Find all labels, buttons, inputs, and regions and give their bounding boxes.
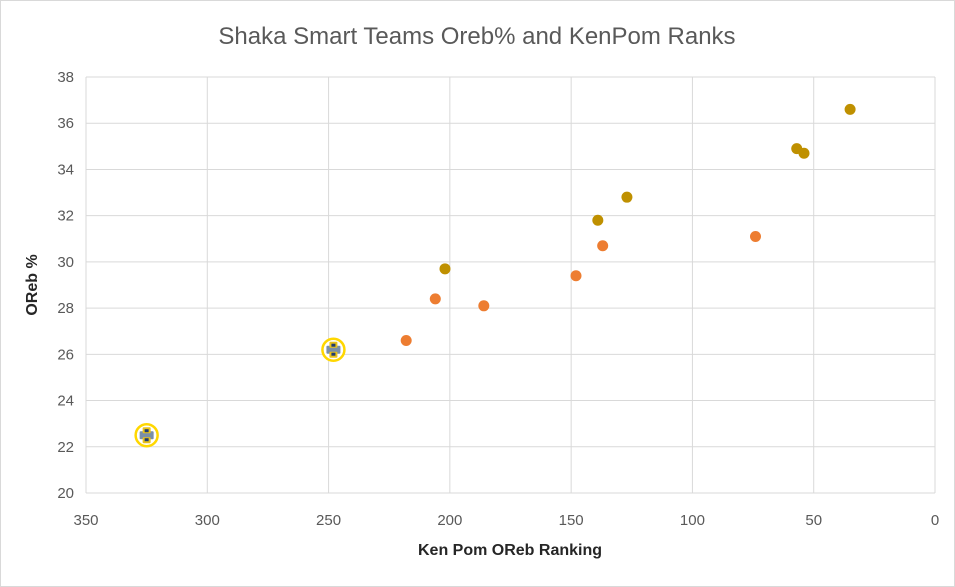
y-tick-label: 24 (57, 393, 74, 410)
y-tick-label: 34 (57, 161, 74, 178)
x-tick-label: 300 (195, 512, 220, 529)
x-tick-label: 150 (559, 512, 584, 529)
x-tick-label: 50 (805, 512, 822, 529)
data-point (400, 334, 412, 346)
y-tick-label: 22 (57, 439, 74, 456)
y-tick-label: 38 (57, 69, 74, 86)
x-tick-label: 350 (73, 512, 98, 529)
x-tick-label: 250 (316, 512, 341, 529)
x-tick-label: 0 (931, 512, 939, 529)
y-tick-label: 28 (57, 300, 74, 317)
data-point (592, 214, 604, 226)
y-tick-label: 30 (57, 254, 74, 271)
data-point (439, 263, 451, 275)
logo-icon (134, 422, 159, 448)
data-point (570, 270, 582, 282)
y-axis-title: OReb % (24, 254, 41, 315)
x-tick-label: 100 (680, 512, 705, 529)
y-tick-label: 32 (57, 208, 74, 225)
chart-title: Shaka Smart Teams Oreb% and KenPom Ranks (218, 23, 735, 50)
y-tick-label: 20 (57, 485, 74, 502)
y-tick-label: 26 (57, 346, 74, 363)
x-tick-label: 200 (437, 512, 462, 529)
data-point (844, 103, 856, 115)
data-point (798, 147, 810, 159)
data-point (597, 240, 609, 252)
gridlines (85, 76, 936, 494)
data-points (134, 103, 856, 448)
x-tick-labels: 350 300 250 200 150 100 50 0 (73, 512, 939, 529)
x-axis-title: Ken Pom OReb Ranking (418, 542, 602, 559)
data-point (429, 293, 441, 305)
data-point (478, 300, 490, 312)
y-tick-labels: 20 22 24 26 28 30 32 34 36 38 (57, 69, 74, 502)
data-point (749, 230, 761, 242)
data-point (621, 191, 633, 203)
y-tick-label: 36 (57, 115, 74, 132)
logo-icon (321, 337, 346, 362)
